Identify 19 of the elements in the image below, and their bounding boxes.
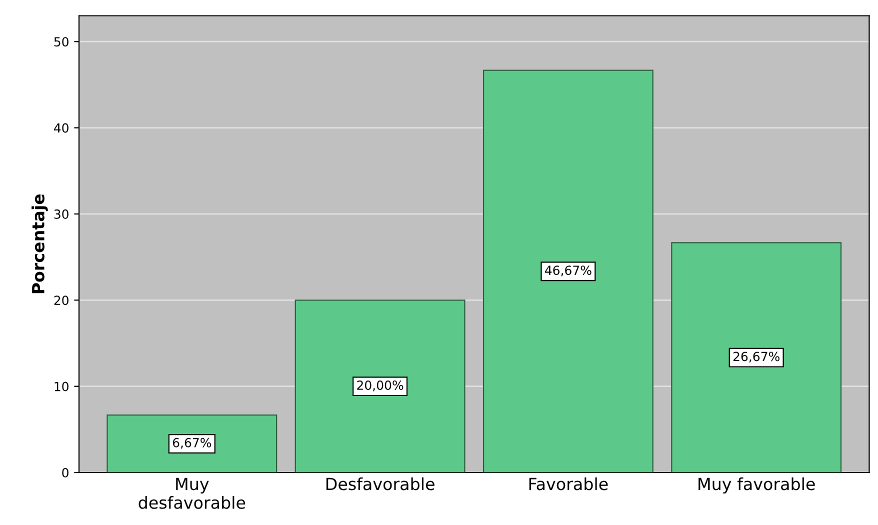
x-tick-label: Favorable <box>529 477 608 490</box>
y-tick-label: 20 <box>54 296 68 306</box>
x-tick-label: Muy desfavorable <box>138 478 246 509</box>
x-tick-label: Muy favorable <box>698 477 815 494</box>
bar <box>294 300 466 472</box>
bar <box>482 70 654 472</box>
data-label: 20,00% <box>357 380 404 392</box>
bar <box>106 414 278 472</box>
y-tick-label: 50 <box>54 37 68 47</box>
y-tick-label: 30 <box>54 209 68 219</box>
x-tick-label: Desfavorable <box>326 477 434 490</box>
data-label: 46,67% <box>544 266 592 276</box>
bar <box>671 242 842 472</box>
y-tick-label: 0 <box>62 468 68 478</box>
y-axis-title: Porcentaje <box>32 194 48 294</box>
y-tick-label: 10 <box>54 382 68 392</box>
data-label: 26,67% <box>733 352 780 362</box>
data-label: 6,67% <box>172 438 212 449</box>
y-tick-label: 40 <box>54 123 68 133</box>
